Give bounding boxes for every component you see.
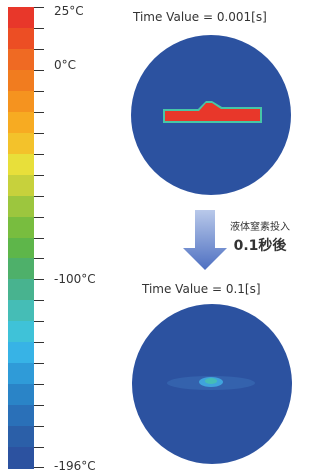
colorbar-segment xyxy=(8,321,34,343)
colorbar-tick xyxy=(34,426,44,428)
colorbar-segment xyxy=(8,174,34,197)
transition-note: 液体窒素投入 0.1秒後 xyxy=(230,218,290,255)
colorbar-segment xyxy=(8,111,34,134)
colorbar-segment xyxy=(8,300,34,322)
colorbar-segment xyxy=(8,195,34,218)
colorbar-segment xyxy=(8,7,34,29)
bottom-simulation-disc xyxy=(132,304,292,464)
top-simulation-disc xyxy=(131,35,291,195)
colorbar-tick xyxy=(34,69,44,71)
colorbar-tick xyxy=(34,237,44,239)
down-arrow-icon xyxy=(183,210,227,270)
colorbar-segment xyxy=(8,447,34,469)
colorbar-tick xyxy=(34,342,44,344)
colorbar-segment xyxy=(8,405,34,427)
colorbar-tick xyxy=(34,90,44,92)
colorbar-segment xyxy=(8,48,34,71)
colorbar-tick xyxy=(34,132,44,134)
colorbar-tick xyxy=(34,384,44,386)
colorbar-segment xyxy=(8,384,34,406)
temperature-colorbar xyxy=(8,7,34,469)
colorbar-segment xyxy=(8,90,34,113)
top-time-value-label: Time Value = 0.001[s] xyxy=(133,10,267,24)
transition-arrow xyxy=(183,210,227,270)
top-specimen-hot xyxy=(165,103,260,121)
colorbar-tick xyxy=(34,195,44,197)
transition-note-line1: 液体窒素投入 xyxy=(230,222,290,233)
colorbar-segment xyxy=(8,279,34,301)
colorbar-tick xyxy=(34,153,44,155)
colorbar-tick xyxy=(34,321,44,323)
colorbar-segment xyxy=(8,342,34,364)
colorbar-segment xyxy=(8,426,34,448)
colorbar-tick xyxy=(34,447,44,449)
colorbar-segment xyxy=(8,216,34,239)
colorbar-segment xyxy=(8,237,34,260)
colorbar-tick xyxy=(34,216,44,218)
colorbar-label-25c: 25°C xyxy=(54,4,84,18)
colorbar-label-minus100c: -100°C xyxy=(54,272,96,286)
colorbar-tick xyxy=(34,48,44,50)
bottom-time-value-label: Time Value = 0.1[s] xyxy=(142,282,261,296)
colorbar-tick xyxy=(34,258,44,260)
colorbar-segment xyxy=(8,132,34,155)
colorbar-tick xyxy=(34,279,44,281)
colorbar-label-0c: 0°C xyxy=(54,58,77,72)
colorbar-tick xyxy=(34,111,44,113)
colorbar-segment xyxy=(8,69,34,92)
colorbar-ticks xyxy=(34,7,48,468)
colorbar-tick xyxy=(34,174,44,176)
colorbar-label-minus196c: -196°C xyxy=(54,459,96,473)
colorbar-segment xyxy=(8,258,34,280)
colorbar-tick xyxy=(34,300,44,302)
transition-note-line2: 0.1秒後 xyxy=(233,238,287,254)
colorbar-tick xyxy=(34,467,44,468)
colorbar-tick xyxy=(34,7,44,8)
colorbar-segment xyxy=(8,27,34,50)
colorbar-segment xyxy=(8,153,34,176)
colorbar-tick xyxy=(34,363,44,365)
colorbar-segment xyxy=(8,363,34,385)
colorbar-tick xyxy=(34,405,44,407)
bottom-specimen-core xyxy=(205,378,217,384)
colorbar-tick xyxy=(34,27,44,29)
